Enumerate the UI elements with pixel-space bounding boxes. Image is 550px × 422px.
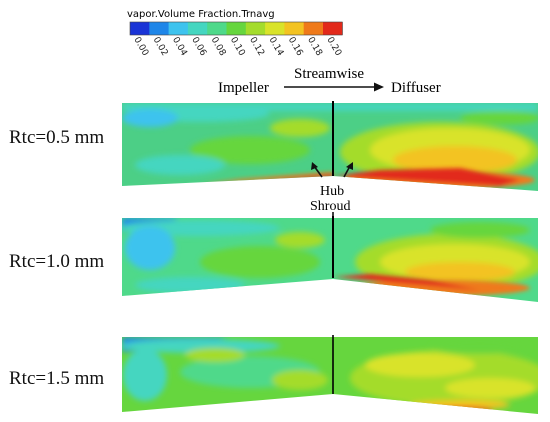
legend-swatch — [187, 22, 208, 35]
legend-swatch — [149, 22, 169, 35]
legend-tick-label: 0.02 — [151, 36, 170, 58]
legend-tick-label: 0.10 — [228, 36, 247, 59]
legend-swatch — [130, 22, 150, 35]
contour-panel-rtc-0-5 — [122, 101, 538, 191]
legend-swatch — [168, 22, 189, 35]
legend-swatch — [323, 22, 343, 35]
diffuser-label: Diffuser — [391, 80, 441, 96]
colorbar-legend: vapor.Volume Fraction.Trnavg 0.00 0.02 0.0… — [127, 9, 343, 58]
legend-border — [129, 21, 343, 36]
hub-label: Hub — [320, 184, 344, 199]
legend-swatch — [303, 22, 324, 35]
legend-tick-label: 0.06 — [189, 36, 208, 59]
legend-swatch — [284, 22, 305, 35]
legend-swatch — [265, 22, 285, 35]
case-label-rtc-0-5: Rtc=0.5 mm — [9, 127, 105, 148]
streamwise-label: Streamwise — [294, 66, 364, 82]
legend-tick-label: 0.18 — [305, 36, 324, 59]
legend-tick-label: 0.12 — [247, 36, 266, 58]
legend-title: vapor.Volume Fraction.Trnavg — [127, 9, 275, 20]
legend-tick-label: 0.20 — [324, 36, 343, 59]
contour-panel-rtc-1-0 — [122, 216, 538, 302]
flow-direction: Impeller Streamwise Diffuser — [218, 66, 441, 96]
legend-tick-label: 0.16 — [286, 36, 305, 59]
contour-panel-rtc-1-5 — [122, 335, 538, 414]
legend-swatch — [245, 22, 266, 35]
streamwise-arrow-head — [374, 82, 384, 92]
shroud-label: Shroud — [310, 199, 350, 214]
legend-tick-label: 0.04 — [170, 36, 189, 59]
case-label-rtc-1-0: Rtc=1.0 mm — [9, 251, 105, 272]
legend-swatches — [129, 21, 343, 36]
legend-swatch — [207, 22, 227, 35]
case-label-rtc-1-5: Rtc=1.5 mm — [9, 368, 105, 389]
legend-tick-label: 0.14 — [267, 36, 286, 59]
legend-tick-label: 0.08 — [209, 36, 228, 59]
legend-swatch — [226, 22, 247, 35]
legend-tick-label: 0.00 — [131, 36, 150, 59]
legend-ticks: 0.00 0.02 0.04 0.06 0.08 0.10 0.12 0.14 0.16 0.18… — [131, 36, 343, 59]
impeller-label: Impeller — [218, 80, 269, 96]
